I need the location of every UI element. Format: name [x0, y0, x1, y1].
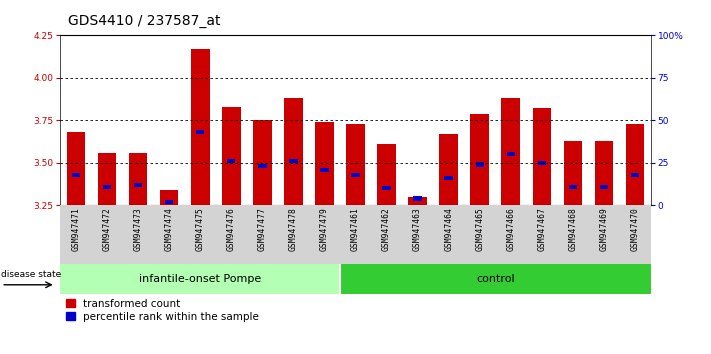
Text: GSM947462: GSM947462	[382, 207, 391, 251]
Text: GSM947473: GSM947473	[134, 207, 143, 251]
Bar	[507, 152, 515, 156]
Text: GSM947463: GSM947463	[413, 207, 422, 251]
Bar	[471, 114, 489, 205]
Text: GSM947472: GSM947472	[102, 207, 112, 251]
Bar	[564, 141, 582, 205]
Bar	[383, 186, 391, 190]
Bar	[538, 161, 546, 165]
Bar	[160, 190, 178, 205]
Bar	[340, 264, 651, 294]
Bar	[413, 196, 422, 201]
Text: infantile-onset Pompe: infantile-onset Pompe	[139, 274, 262, 284]
Bar	[600, 184, 608, 189]
Bar	[284, 98, 303, 205]
Bar	[97, 153, 117, 205]
Bar	[72, 173, 80, 177]
Text: GSM947470: GSM947470	[631, 207, 639, 251]
Bar	[315, 122, 333, 205]
Text: GSM947474: GSM947474	[165, 207, 173, 251]
Bar	[129, 153, 147, 205]
Bar	[594, 141, 614, 205]
Bar	[533, 108, 551, 205]
Bar	[134, 183, 142, 187]
Text: GSM947468: GSM947468	[568, 207, 577, 251]
Text: GSM947479: GSM947479	[320, 207, 329, 251]
Text: GSM947466: GSM947466	[506, 207, 515, 251]
Text: control: control	[476, 274, 515, 284]
Bar	[103, 184, 111, 189]
Bar	[258, 164, 267, 169]
Text: GSM947465: GSM947465	[475, 207, 484, 251]
Bar	[346, 124, 365, 205]
Text: GSM947475: GSM947475	[196, 207, 205, 251]
Text: GSM947469: GSM947469	[599, 207, 609, 251]
Bar	[476, 162, 484, 167]
Bar	[60, 264, 340, 294]
Bar	[320, 167, 328, 172]
Bar	[569, 184, 577, 189]
Text: GSM947477: GSM947477	[258, 207, 267, 251]
Bar	[227, 159, 235, 163]
Legend: transformed count, percentile rank within the sample: transformed count, percentile rank withi…	[65, 299, 260, 322]
Text: GSM947461: GSM947461	[351, 207, 360, 251]
Bar	[351, 173, 360, 177]
Text: GSM947464: GSM947464	[444, 207, 453, 251]
Bar	[165, 200, 173, 204]
Text: GSM947467: GSM947467	[538, 207, 546, 251]
Bar	[67, 132, 85, 205]
Bar	[191, 49, 210, 205]
Bar	[626, 124, 644, 205]
Bar	[501, 98, 520, 205]
Bar	[253, 120, 272, 205]
Bar	[378, 144, 396, 205]
Bar	[222, 107, 240, 205]
Bar	[444, 176, 453, 180]
Bar	[289, 159, 298, 163]
Text: GSM947471: GSM947471	[72, 207, 80, 251]
Text: GSM947478: GSM947478	[289, 207, 298, 251]
Bar	[408, 197, 427, 205]
Text: GSM947476: GSM947476	[227, 207, 236, 251]
Bar	[631, 173, 639, 177]
Text: GDS4410 / 237587_at: GDS4410 / 237587_at	[68, 14, 220, 28]
Bar	[196, 130, 204, 135]
Text: disease state: disease state	[1, 270, 61, 279]
Bar	[439, 134, 458, 205]
